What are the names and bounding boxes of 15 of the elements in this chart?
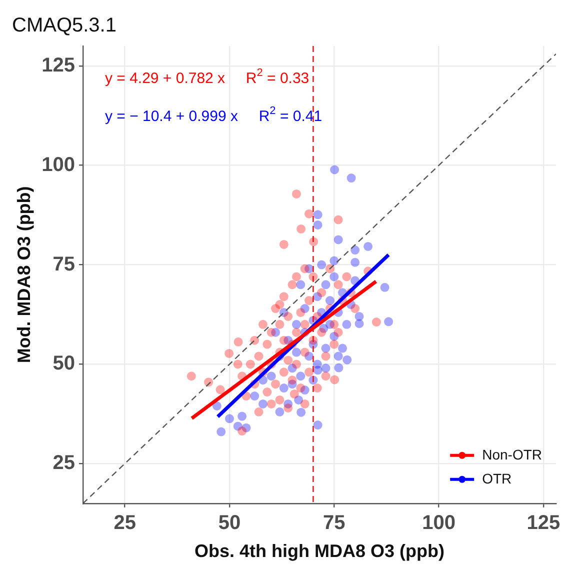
legend-label: OTR bbox=[482, 470, 512, 486]
x-tick-label: 25 bbox=[114, 512, 136, 534]
x-tick-label: 125 bbox=[526, 512, 560, 534]
x-tick-label: 50 bbox=[218, 512, 241, 534]
x-tick-label: 100 bbox=[422, 512, 456, 534]
y-axis-title: Mod. MDA8 O3 (ppb) bbox=[14, 186, 34, 364]
legend-label: Non-OTR bbox=[482, 446, 542, 462]
y-tick-label: 50 bbox=[52, 352, 75, 375]
chart-title: CMAQ5.3.1 bbox=[12, 14, 116, 37]
x-axis-title: Obs. 4th high MDA8 O3 (ppb) bbox=[194, 541, 444, 562]
y-tick-label: 25 bbox=[52, 452, 75, 474]
y-tick-label: 75 bbox=[52, 253, 75, 276]
x-tick-label: 75 bbox=[323, 512, 346, 534]
y-tick-label: 100 bbox=[42, 154, 75, 176]
y-tick-label: 125 bbox=[42, 54, 75, 76]
